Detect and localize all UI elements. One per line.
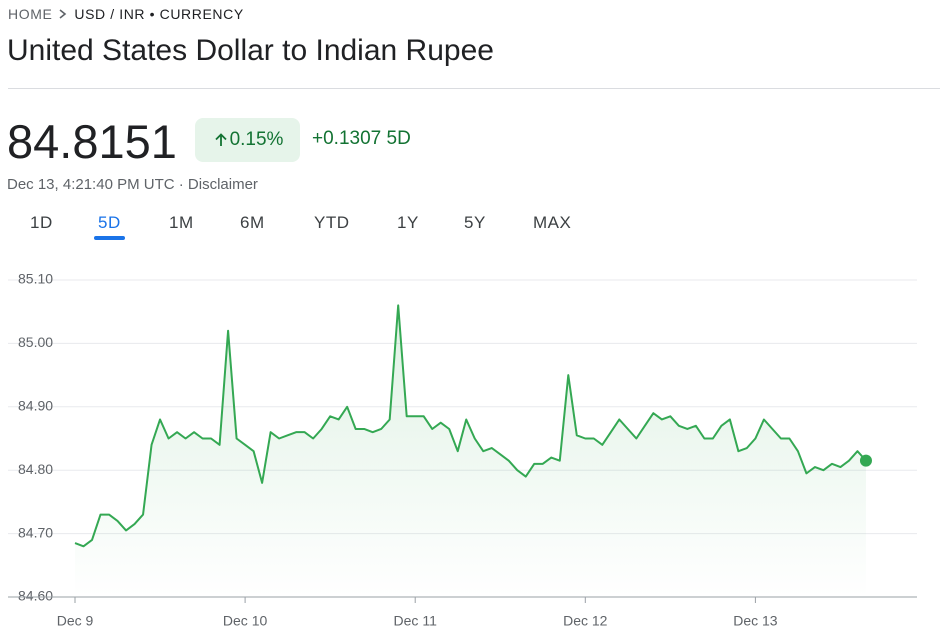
y-tick-label: 84.60 (18, 588, 53, 604)
y-tick-label: 84.70 (18, 524, 53, 540)
price: 84.8151 (7, 115, 177, 168)
y-tick-label: 84.90 (18, 398, 53, 414)
change: +0.1307 5D (312, 128, 411, 150)
chevron-icon (59, 9, 67, 19)
y-tick-label: 85.10 (18, 271, 53, 287)
timestamp: Dec 13, 4:21:40 PM UTC (7, 176, 175, 193)
breadcrumb-home[interactable]: HOME (8, 6, 53, 22)
active-tab-underline (94, 236, 125, 240)
x-tick-label: Dec 10 (223, 613, 268, 629)
range-tab[interactable]: MAX (533, 213, 572, 232)
x-tick-label: Dec 11 (394, 613, 438, 629)
range-tab[interactable]: 1D (30, 213, 53, 232)
x-tick-label: Dec 12 (563, 613, 608, 629)
range-tab[interactable]: YTD (314, 213, 350, 232)
change-period: 5D (386, 128, 411, 149)
range-tab[interactable]: 6M (240, 213, 265, 232)
range-tab[interactable]: 5D (98, 213, 121, 232)
area (75, 305, 866, 597)
line (74, 304, 867, 548)
change-percent-pill: 0.15% (195, 118, 300, 162)
x-tick-label: Dec 13 (733, 613, 778, 629)
breadcrumb: HOME USD / INR • CURRENCY (8, 6, 244, 22)
disclaimer-link[interactable]: Disclaimer (187, 176, 258, 193)
x-tick-label: Dec 9 (57, 613, 94, 629)
up-arrow-icon (214, 133, 227, 146)
range-tab[interactable]: 5Y (464, 213, 486, 232)
last-point (859, 454, 872, 467)
timestamp-line: Dec 13, 4:21:40 PM UTC · Disclaimer (7, 176, 258, 193)
page-title: United States Dollar to Indian Rupee (7, 34, 494, 67)
divider (8, 88, 940, 89)
range-tab[interactable]: 1Y (397, 213, 419, 232)
range-tab[interactable]: 1M (169, 213, 194, 232)
y-tick-label: 85.00 (18, 334, 53, 350)
separator: · (178, 176, 184, 193)
breadcrumb-current: USD / INR • CURRENCY (74, 6, 244, 22)
chart: 84.60 84.70 84.80 84.90 85.00 85.10 Dec 9 Dec 1… (8, 271, 917, 629)
y-tick-label: 84.80 (18, 461, 53, 477)
change-value: +0.1307 (312, 128, 382, 149)
change-percent: 0.15% (229, 129, 284, 150)
